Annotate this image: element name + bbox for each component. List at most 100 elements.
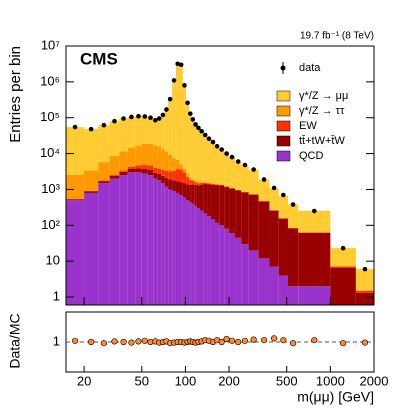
data-point: [229, 154, 235, 160]
bar-segment: [119, 151, 128, 171]
bar-segment: [147, 143, 154, 166]
data-point: [136, 113, 141, 119]
bar-segment: [203, 213, 208, 305]
bar-segment: [157, 180, 162, 305]
bar-segment: [168, 179, 173, 190]
bar-segment: [127, 166, 136, 169]
bar-segment: [196, 185, 200, 209]
y-tick-label: 1: [53, 288, 60, 303]
bar-segment: [207, 184, 211, 217]
ratio-point: [340, 340, 347, 347]
bar-segment: [219, 225, 225, 305]
bar-segment: [194, 180, 197, 183]
bar-segment: [109, 175, 120, 179]
data-point: [178, 62, 184, 68]
bar-segment: [109, 178, 120, 305]
legend-swatch: [276, 135, 291, 147]
bar-segment: [141, 168, 148, 174]
bar-segment: [330, 267, 356, 305]
bar-segment: [287, 204, 299, 228]
bar-segment: [66, 198, 85, 200]
data-point: [196, 125, 201, 131]
ratio-point: [241, 337, 249, 344]
x-tick-label: 100: [175, 373, 197, 388]
bar-segment: [172, 170, 176, 181]
bar-segment: [215, 185, 220, 223]
bar-segment: [191, 184, 195, 204]
y-tick-label: 10⁶: [40, 73, 60, 88]
lumi: 19.7 fb⁻¹ (8 TeV): [300, 31, 374, 42]
bar-segment: [175, 181, 180, 193]
bar-segment: [109, 121, 120, 157]
data-point: [121, 116, 126, 121]
bar-segment: [189, 179, 192, 185]
bar-segment: [153, 120, 158, 146]
bar-segment: [135, 145, 142, 166]
legend-label: QCD: [299, 150, 324, 162]
bar-segment: [157, 118, 162, 147]
bar-segment: [207, 216, 211, 305]
bar-segment: [175, 192, 180, 305]
data-point: [199, 128, 204, 134]
x-tick-label: 500: [276, 373, 298, 388]
bar-segment: [84, 190, 99, 192]
bar-segment: [203, 182, 208, 184]
bar-segment: [161, 169, 165, 176]
bar-segment: [66, 174, 85, 199]
ratio-point: [120, 338, 127, 346]
bar-segment: [98, 183, 110, 305]
bar-segment: [179, 164, 183, 170]
bar-segment: [119, 118, 128, 152]
bar-segment: [215, 222, 220, 305]
bar-segment: [189, 113, 192, 178]
bar-segment: [215, 145, 220, 185]
bar-segment: [161, 114, 165, 149]
bar-segment: [66, 127, 85, 175]
bar-segment: [84, 170, 99, 191]
data-point: [164, 107, 169, 112]
bar-segment: [224, 228, 230, 305]
bar-segment: [153, 167, 158, 173]
bar-segment: [164, 170, 169, 178]
bar-segment: [153, 178, 158, 305]
bar-segment: [186, 184, 190, 201]
bar-segment: [141, 116, 148, 144]
bar-segment: [248, 194, 259, 251]
bar-segment: [203, 134, 208, 183]
bar-segment: [191, 203, 195, 305]
legend-label: γ*/Z → ττ: [299, 105, 345, 117]
ratio-point: [71, 337, 79, 344]
bar-segment: [168, 99, 173, 155]
ratio-point: [289, 340, 297, 347]
bar-segment: [355, 269, 374, 291]
bar-segment: [210, 219, 216, 305]
bar-segment: [66, 200, 85, 305]
bar-segment: [248, 250, 259, 305]
data-point: [242, 162, 248, 168]
bar-segment: [210, 184, 216, 220]
data-point: [171, 78, 177, 83]
legend-label: EW: [299, 120, 317, 132]
bar-segment: [135, 168, 142, 173]
bar-segment: [84, 129, 99, 171]
bar-segment: [153, 172, 158, 179]
bar-segment: [147, 175, 154, 305]
bar-segment: [84, 191, 99, 193]
bar-segment: [269, 210, 279, 267]
bar-segment: [269, 188, 279, 211]
bar-segment: [189, 201, 192, 305]
bar-segment: [235, 237, 242, 305]
bar-segment: [298, 286, 331, 305]
data-point: [202, 132, 208, 138]
data-point: [190, 117, 196, 122]
bar-segment: [119, 175, 128, 305]
bar-segment: [119, 171, 128, 176]
bar-segment: [164, 177, 169, 187]
bar-segment: [298, 210, 331, 233]
bar-segment: [127, 148, 136, 167]
data-point: [362, 266, 368, 272]
bar-segment: [235, 161, 242, 190]
bar-segment: [194, 182, 197, 185]
x-label: m(μμ) [GeV]: [297, 389, 374, 405]
bar-segment: [248, 169, 259, 195]
